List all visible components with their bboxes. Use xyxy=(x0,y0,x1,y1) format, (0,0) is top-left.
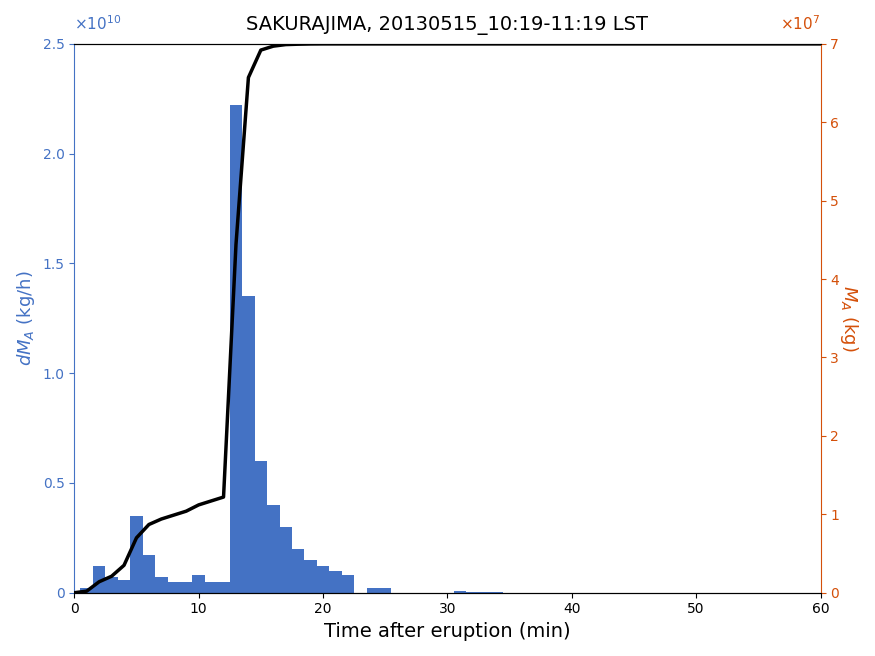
Bar xyxy=(329,571,342,593)
Title: SAKURAJIMA, 20130515_10:19-11:19 LST: SAKURAJIMA, 20130515_10:19-11:19 LST xyxy=(247,16,648,35)
Y-axis label: $dM_A$ (kg/h): $dM_A$ (kg/h) xyxy=(15,270,37,366)
Text: $\times10^{10}$: $\times10^{10}$ xyxy=(74,14,122,33)
Bar xyxy=(143,556,155,593)
Bar xyxy=(242,297,255,593)
Bar xyxy=(367,588,379,593)
Bar xyxy=(155,577,168,593)
X-axis label: Time after eruption (min): Time after eruption (min) xyxy=(324,622,570,641)
Bar xyxy=(255,461,267,593)
Bar xyxy=(479,592,491,593)
Bar xyxy=(205,582,217,593)
Bar xyxy=(342,575,354,593)
Bar xyxy=(180,582,192,593)
Bar xyxy=(304,560,317,593)
Bar xyxy=(80,588,93,593)
Text: $\times10^{7}$: $\times10^{7}$ xyxy=(780,14,821,33)
Bar xyxy=(192,575,205,593)
Bar xyxy=(105,577,118,593)
Bar xyxy=(118,579,130,593)
Bar xyxy=(217,582,230,593)
Bar xyxy=(93,566,105,593)
Bar xyxy=(267,505,279,593)
Bar xyxy=(453,590,466,593)
Bar xyxy=(379,588,391,593)
Bar xyxy=(168,582,180,593)
Y-axis label: $M_A$ (kg): $M_A$ (kg) xyxy=(838,285,860,352)
Bar xyxy=(230,105,242,593)
Bar xyxy=(292,549,304,593)
Bar xyxy=(130,516,143,593)
Bar xyxy=(279,527,292,593)
Bar xyxy=(466,592,479,593)
Bar xyxy=(317,566,329,593)
